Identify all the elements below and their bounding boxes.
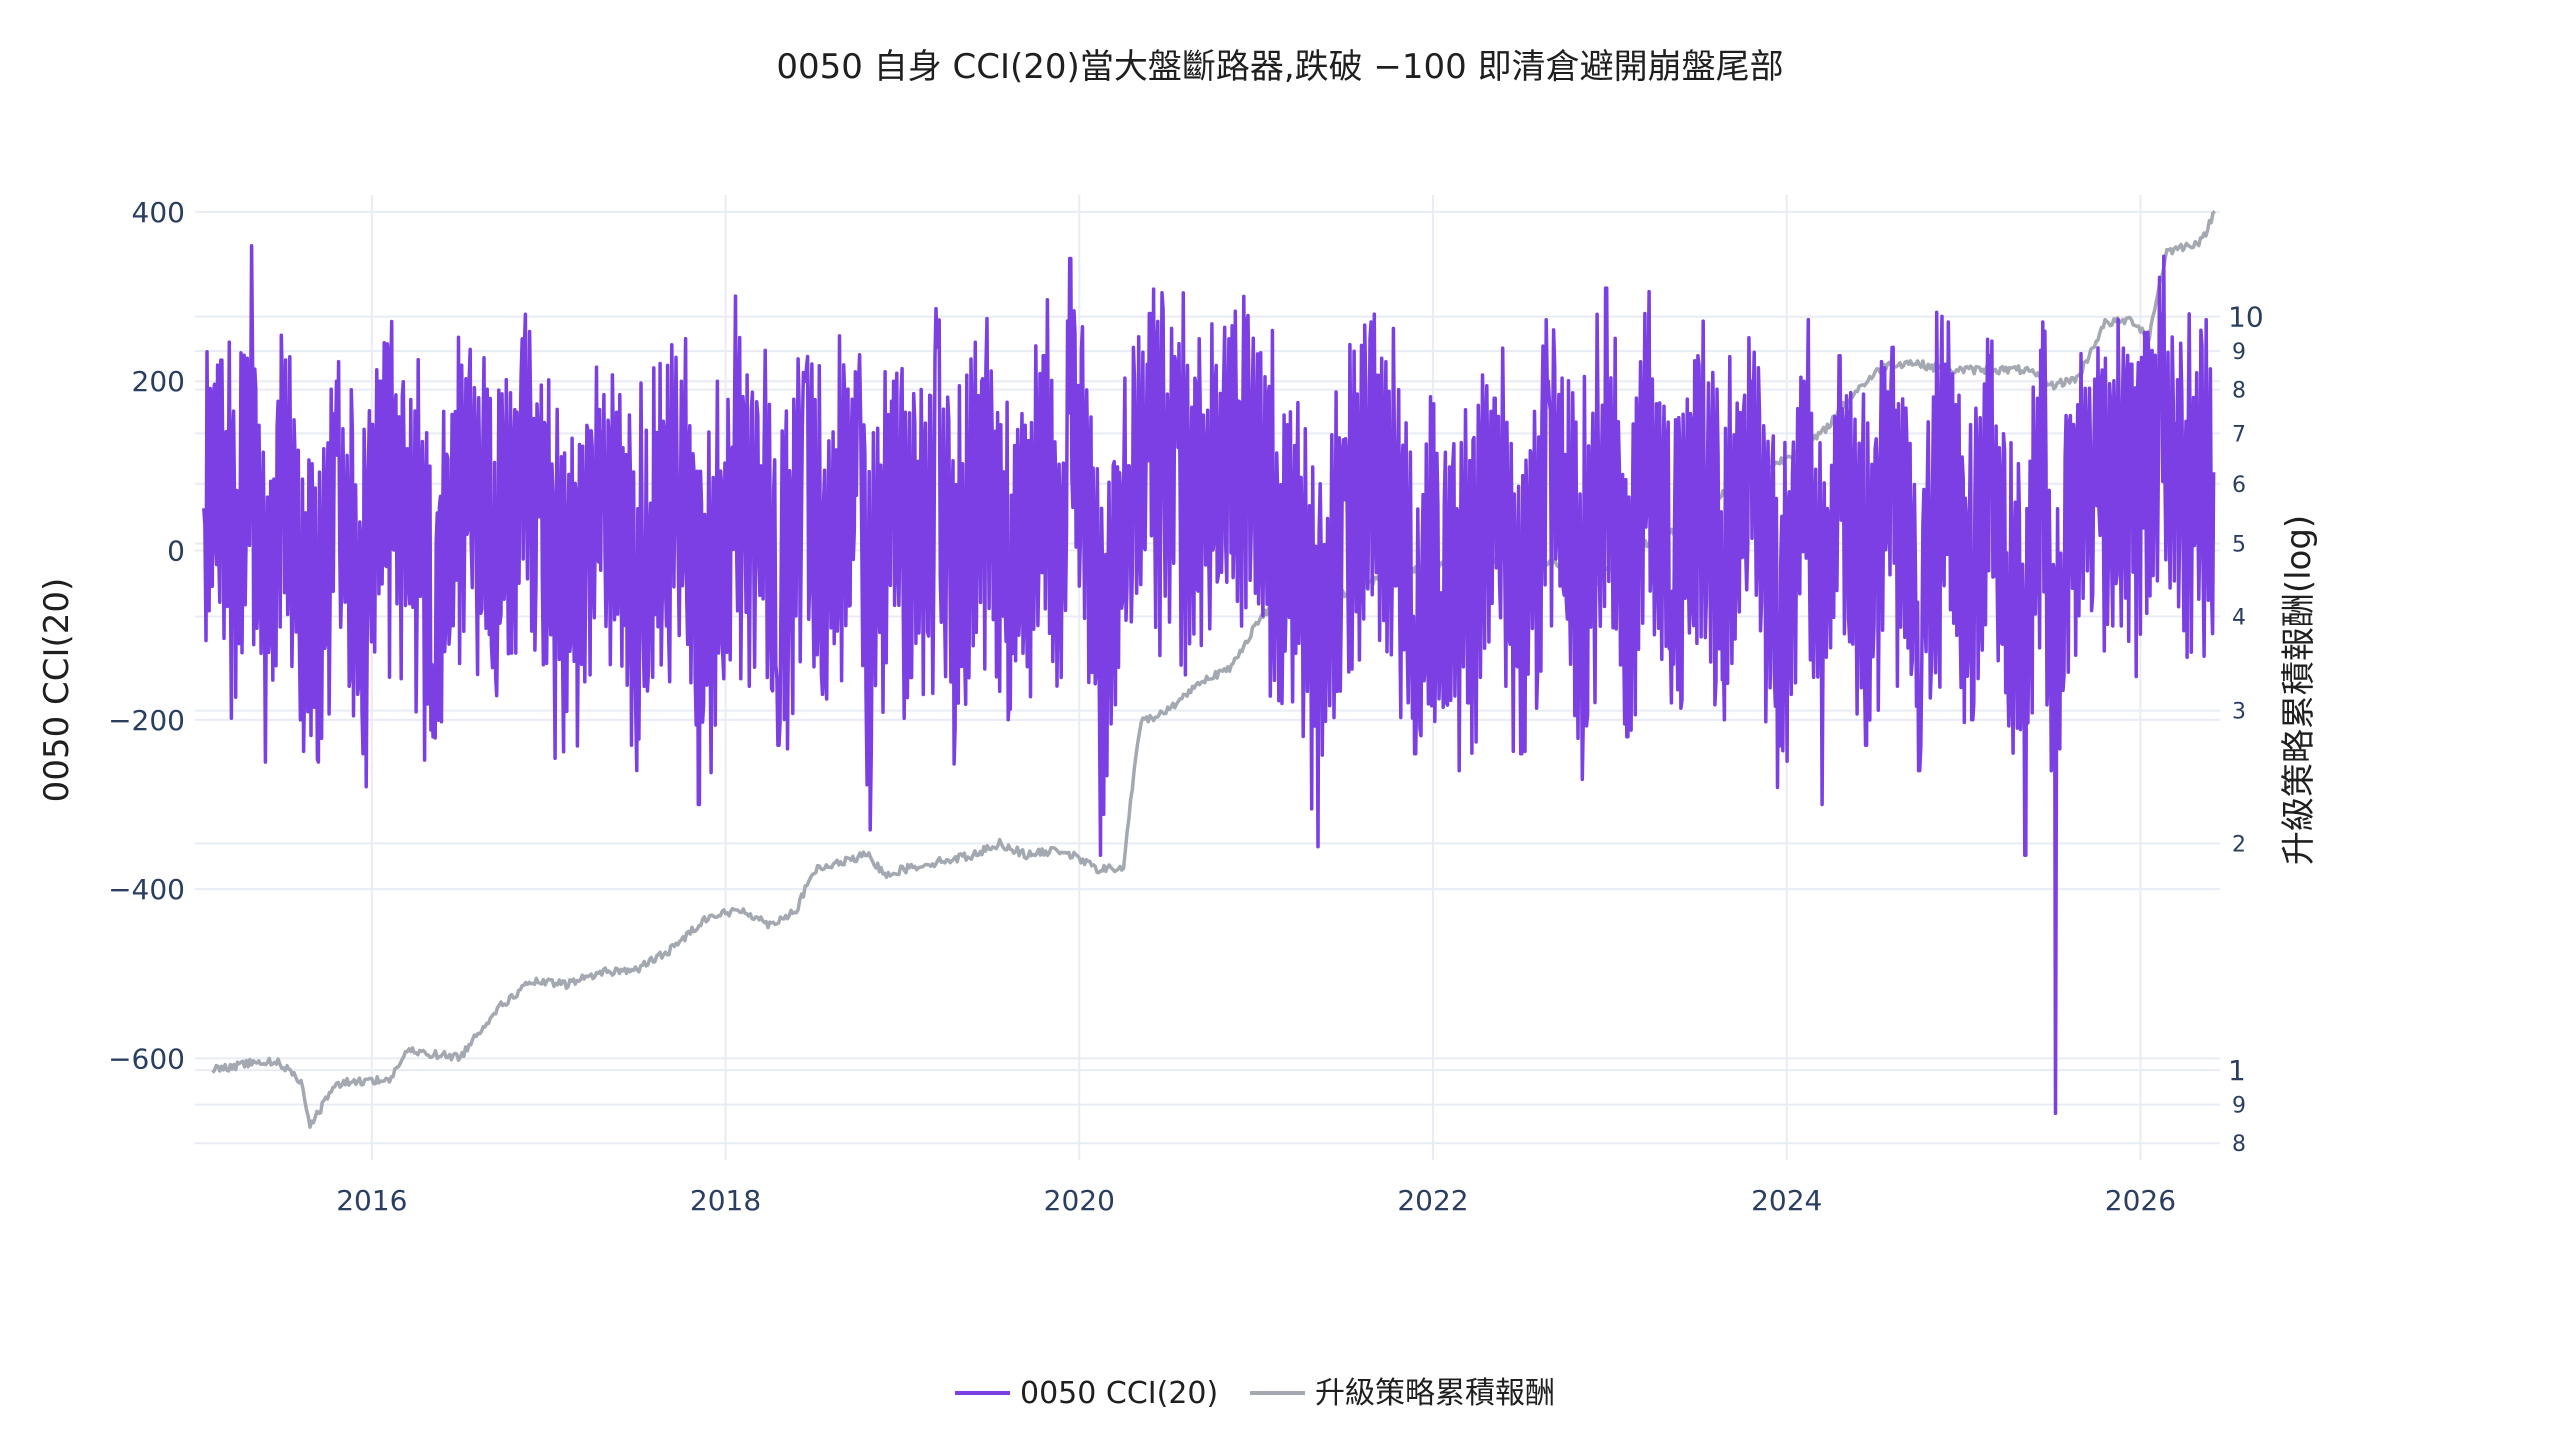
chart-title: 0050 自身 CCI(20)當大盤斷路器,跌破 −100 即清倉避開崩盤尾部 (776, 47, 1783, 87)
x-tick-label: 2018 (690, 1184, 761, 1217)
y-right-minor-tick-label: 5 (2232, 532, 2246, 557)
x-tick-label: 2022 (1397, 1184, 1468, 1217)
series-line-cci (202, 244, 2216, 1116)
y-right-minor-tick-label: 2 (2232, 832, 2246, 857)
y-axis-left-title: 0050 CCI(20) (37, 578, 77, 803)
legend-label-cci[interactable]: 0050 CCI(20) (1020, 1376, 1218, 1411)
y-left-tick-label: −400 (108, 873, 185, 906)
y-right-minor-tick-label: 9 (2232, 1094, 2246, 1119)
y-left-tick-label: 400 (132, 196, 185, 229)
y-right-minor-tick-label: 9 (2232, 340, 2246, 365)
x-tick-label: 2016 (336, 1184, 407, 1217)
y-right-minor-tick-label: 4 (2232, 605, 2246, 630)
y-right-tick-label: 1 (2228, 1054, 2246, 1087)
y-right-minor-tick-label: 8 (2232, 1132, 2246, 1157)
y-left-tick-label: 200 (132, 365, 185, 398)
y-left-tick-label: 0 (167, 535, 185, 568)
y-axis-right-title: 升級策略累積報酬(log) (2279, 515, 2319, 865)
y-right-minor-tick-label: 3 (2232, 700, 2246, 725)
x-tick-label: 2020 (1044, 1184, 1115, 1217)
x-tick-label: 2024 (1751, 1184, 1822, 1217)
legend: 0050 CCI(20) 升級策略累積報酬 (955, 1376, 1555, 1411)
y-left-tick-label: −200 (108, 704, 185, 737)
axis-layer: 400 200 0 −200 −400 −600 1 10 8 9 2 3 4 5 6 7 8 9 2016 2018… (108, 196, 2264, 1217)
x-tick-label: 2026 (2105, 1184, 2176, 1217)
y-right-minor-tick-label: 8 (2232, 379, 2246, 404)
y-right-minor-tick-label: 7 (2232, 422, 2246, 447)
y-right-tick-label: 10 (2228, 301, 2264, 334)
cci-layer (202, 244, 2216, 1116)
y-left-tick-label: −600 (108, 1042, 185, 1075)
legend-label-return[interactable]: 升級策略累積報酬 (1315, 1376, 1555, 1411)
y-right-minor-tick-label: 6 (2232, 473, 2246, 498)
